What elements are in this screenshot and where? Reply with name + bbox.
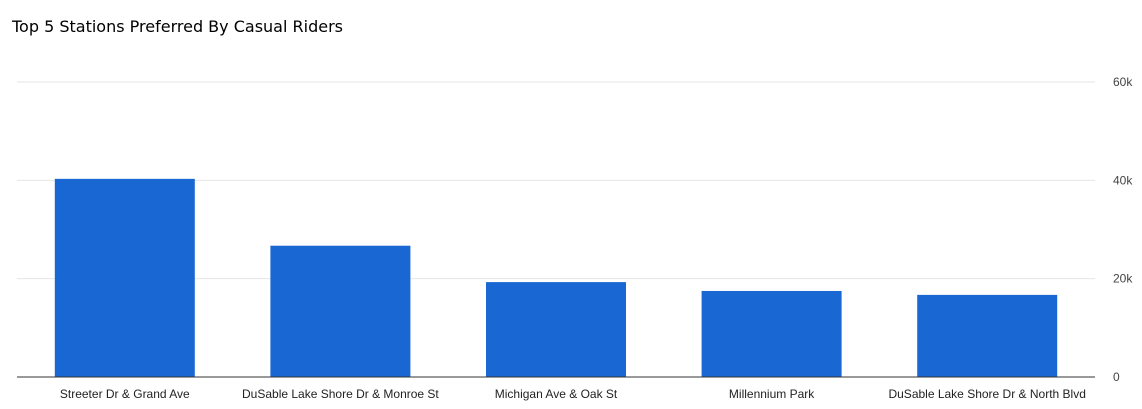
bar [54, 178, 195, 377]
y-tick-label: 20k [1113, 272, 1133, 286]
y-tick-label: 40k [1113, 173, 1133, 187]
x-tick-label: DuSable Lake Shore Dr & Monroe St [242, 387, 439, 401]
chart-title: Top 5 Stations Preferred By Casual Rider… [12, 17, 343, 36]
x-tick-label: DuSable Lake Shore Dr & North Blvd [888, 387, 1085, 401]
x-tick-label: Streeter Dr & Grand Ave [60, 387, 190, 401]
y-tick-label: 60k [1113, 75, 1133, 89]
x-tick-label: Millennium Park [729, 387, 815, 401]
x-tick-label: Michigan Ave & Oak St [495, 387, 618, 401]
bar [270, 245, 411, 377]
bar [917, 294, 1058, 377]
bar [486, 282, 626, 377]
bar [701, 290, 842, 377]
y-tick-label: 0 [1113, 370, 1120, 384]
